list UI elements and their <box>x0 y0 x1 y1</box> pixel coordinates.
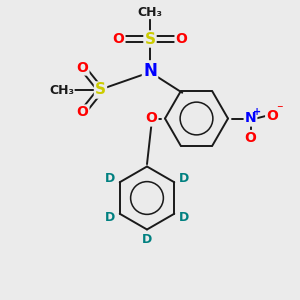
Text: D: D <box>105 172 115 185</box>
Text: S: S <box>95 82 106 98</box>
Text: D: D <box>179 211 189 224</box>
Text: O: O <box>146 112 158 125</box>
Text: D: D <box>142 232 152 246</box>
Text: D: D <box>179 172 189 185</box>
Text: S: S <box>145 32 155 46</box>
Text: N: N <box>245 112 256 125</box>
Text: O: O <box>76 106 88 119</box>
Text: D: D <box>105 211 115 224</box>
Text: O: O <box>176 32 188 46</box>
Text: CH₃: CH₃ <box>49 83 74 97</box>
Text: CH₃: CH₃ <box>137 5 163 19</box>
Text: N: N <box>143 61 157 80</box>
Text: O: O <box>244 131 256 145</box>
Text: ⁻: ⁻ <box>276 103 283 116</box>
Text: +: + <box>253 107 261 117</box>
Text: O: O <box>76 61 88 74</box>
Text: O: O <box>266 109 278 122</box>
Text: O: O <box>112 32 124 46</box>
